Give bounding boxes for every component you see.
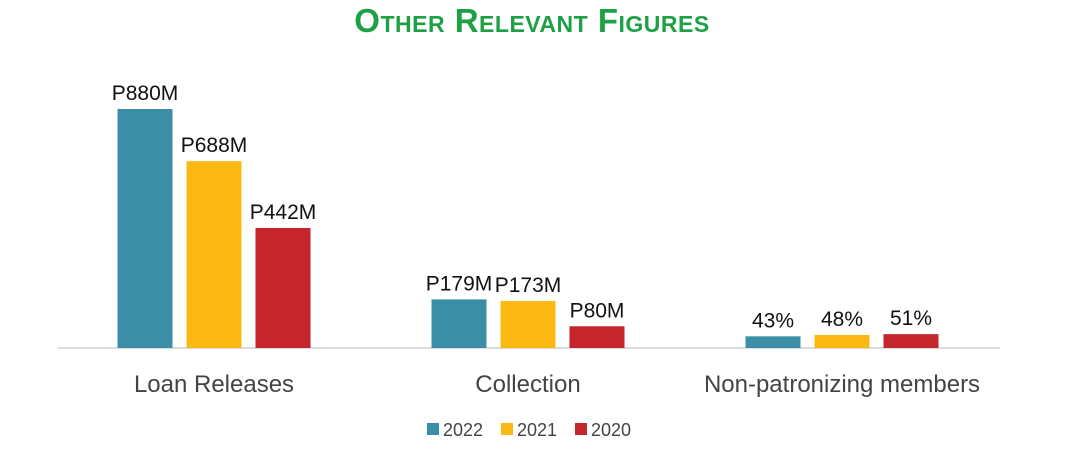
- bar-collection-2022: [431, 299, 487, 348]
- data-labels-group: P880M P688M P442M P179M P173M P80M 43% 48% 51%: [112, 82, 932, 332]
- data-label-loan-releases-2022: P880M: [112, 82, 179, 105]
- bar-loan-releases-2021: [186, 161, 242, 348]
- bar-loan-releases-2022: [117, 109, 173, 348]
- legend-label-2021: 2021: [517, 420, 557, 440]
- legend-label-2022: 2022: [443, 420, 483, 440]
- bar-non-patronizing-members-2021: [814, 334, 870, 348]
- chart-title: Other Relevant Figures: [354, 2, 710, 39]
- data-label-non-patronizing-members-2022: 43%: [752, 309, 794, 332]
- legend-swatch-2021: [501, 423, 513, 435]
- data-label-collection-2022: P179M: [426, 272, 493, 295]
- data-label-collection-2021: P173M: [495, 274, 562, 297]
- legend-label-2020: 2020: [591, 420, 631, 440]
- data-label-collection-2020: P80M: [570, 299, 625, 322]
- bar-collection-2020: [569, 326, 625, 348]
- bar-non-patronizing-members-2020: [883, 334, 939, 348]
- category-labels-group: Loan Releases Collection Non-patronizing m…: [134, 371, 980, 398]
- bar-loan-releases-2020: [255, 227, 311, 348]
- category-label-loan-releases: Loan Releases: [134, 371, 294, 398]
- bar-collection-2021: [500, 301, 556, 348]
- category-label-non-patronizing-members: Non-patronizing members: [704, 371, 980, 398]
- data-label-loan-releases-2021: P688M: [181, 134, 248, 157]
- legend: 2022 2021 2020: [427, 420, 631, 440]
- legend-swatch-2020: [575, 423, 587, 435]
- bar-non-patronizing-members-2022: [745, 336, 801, 348]
- data-label-non-patronizing-members-2020: 51%: [890, 307, 932, 330]
- data-label-non-patronizing-members-2021: 48%: [821, 308, 863, 331]
- category-label-collection: Collection: [475, 371, 580, 398]
- data-label-loan-releases-2020: P442M: [250, 201, 317, 224]
- legend-swatch-2022: [427, 423, 439, 435]
- bars-group: [117, 109, 939, 348]
